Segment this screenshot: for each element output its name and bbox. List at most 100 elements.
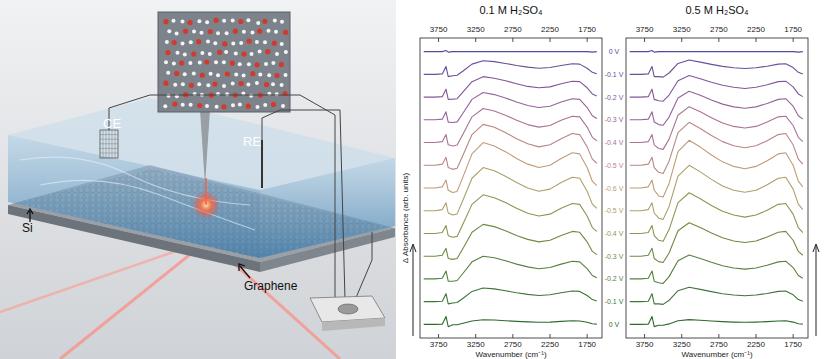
atom <box>280 83 284 87</box>
atom <box>181 82 185 86</box>
atom <box>255 81 259 85</box>
tick-top <box>512 38 513 42</box>
atom <box>274 73 279 78</box>
atom <box>163 19 168 24</box>
spectrum <box>424 108 597 146</box>
atom <box>183 72 187 76</box>
atom <box>280 20 284 24</box>
atom <box>166 71 170 75</box>
tick-label-top: 3750 <box>636 25 654 34</box>
tick-label-top: 1750 <box>578 25 596 34</box>
ce-frame <box>100 130 118 158</box>
atom <box>267 73 271 77</box>
tick-bottom <box>718 334 719 338</box>
atom <box>222 84 226 88</box>
tick-label-bottom: 2750 <box>710 340 728 349</box>
atom <box>249 94 253 98</box>
potential-label: -0.1 V <box>605 71 624 78</box>
atom <box>246 104 251 109</box>
spectrum <box>630 193 803 241</box>
atom <box>189 40 193 44</box>
atom <box>246 18 250 22</box>
spectrum <box>424 256 597 281</box>
inset-panel <box>158 12 290 112</box>
tick-label-bottom: 3250 <box>673 340 691 349</box>
tick-top <box>681 38 682 42</box>
potentiostat <box>310 296 385 322</box>
plot-frame <box>626 38 808 338</box>
spectrum <box>424 224 597 259</box>
spectrum <box>630 223 803 263</box>
laser-beam <box>60 240 208 359</box>
atom <box>205 104 209 108</box>
atom <box>172 40 177 45</box>
atom <box>263 103 267 107</box>
atom <box>275 92 279 96</box>
atom <box>200 51 204 55</box>
atom <box>164 60 168 64</box>
atom <box>267 29 271 33</box>
atom <box>262 19 267 24</box>
arrow-left <box>410 244 416 336</box>
atom <box>284 50 288 54</box>
illustration: CERESiGraphene <box>0 0 396 359</box>
atom <box>265 49 270 54</box>
potential-label: -0.3 V <box>605 116 624 123</box>
spectrum <box>630 60 803 77</box>
atom <box>256 105 260 109</box>
spectrum <box>424 61 597 77</box>
tick-label-bottom: 1750 <box>784 340 802 349</box>
atom <box>231 19 235 23</box>
atom <box>200 31 204 35</box>
tick-top <box>644 38 645 42</box>
atom <box>233 29 238 34</box>
tick-top <box>793 38 794 42</box>
atom <box>172 19 176 23</box>
tick-label-top: 1750 <box>784 25 802 34</box>
atom <box>176 51 180 55</box>
atom <box>217 50 222 55</box>
spectrum <box>630 122 803 173</box>
atom <box>206 83 210 87</box>
tick-bottom <box>587 334 588 338</box>
ce-wire <box>115 130 116 158</box>
atom <box>192 72 196 76</box>
spectrum <box>630 140 803 197</box>
atom <box>242 73 246 77</box>
atom <box>230 61 235 66</box>
atom <box>281 104 285 108</box>
atom <box>216 73 220 77</box>
atom <box>264 82 269 87</box>
atom <box>189 83 194 88</box>
atom <box>214 18 219 23</box>
tick-label-bottom: 3750 <box>636 340 654 349</box>
atom <box>197 82 201 86</box>
atom <box>208 29 213 34</box>
tick-label-top: 2250 <box>541 25 559 34</box>
spectrum <box>424 195 597 238</box>
atom <box>225 31 229 35</box>
ce-wire <box>100 143 118 144</box>
atom <box>247 39 252 44</box>
tick-bottom <box>756 334 757 338</box>
atom <box>205 20 209 24</box>
tick-top <box>475 38 476 42</box>
tick-bottom <box>793 334 794 338</box>
tick-bottom <box>550 334 551 338</box>
spectrum <box>424 316 597 326</box>
atom <box>179 61 184 66</box>
potential-label: -0.5 V <box>605 207 624 214</box>
atom <box>231 42 235 46</box>
tick-bottom <box>681 334 682 338</box>
atom <box>275 52 279 56</box>
laser-spot-ray <box>205 178 207 205</box>
atom <box>273 19 277 23</box>
atom <box>271 102 276 107</box>
atom <box>231 103 235 107</box>
spectra-panel: 0.5 M H₂SO₄37503750325032502750275022502… <box>626 4 808 359</box>
atom <box>198 60 202 64</box>
atom <box>239 41 243 45</box>
atom <box>222 60 226 64</box>
panel-title: 0.1 M H₂SO₄ <box>479 4 543 16</box>
atom <box>167 29 171 33</box>
